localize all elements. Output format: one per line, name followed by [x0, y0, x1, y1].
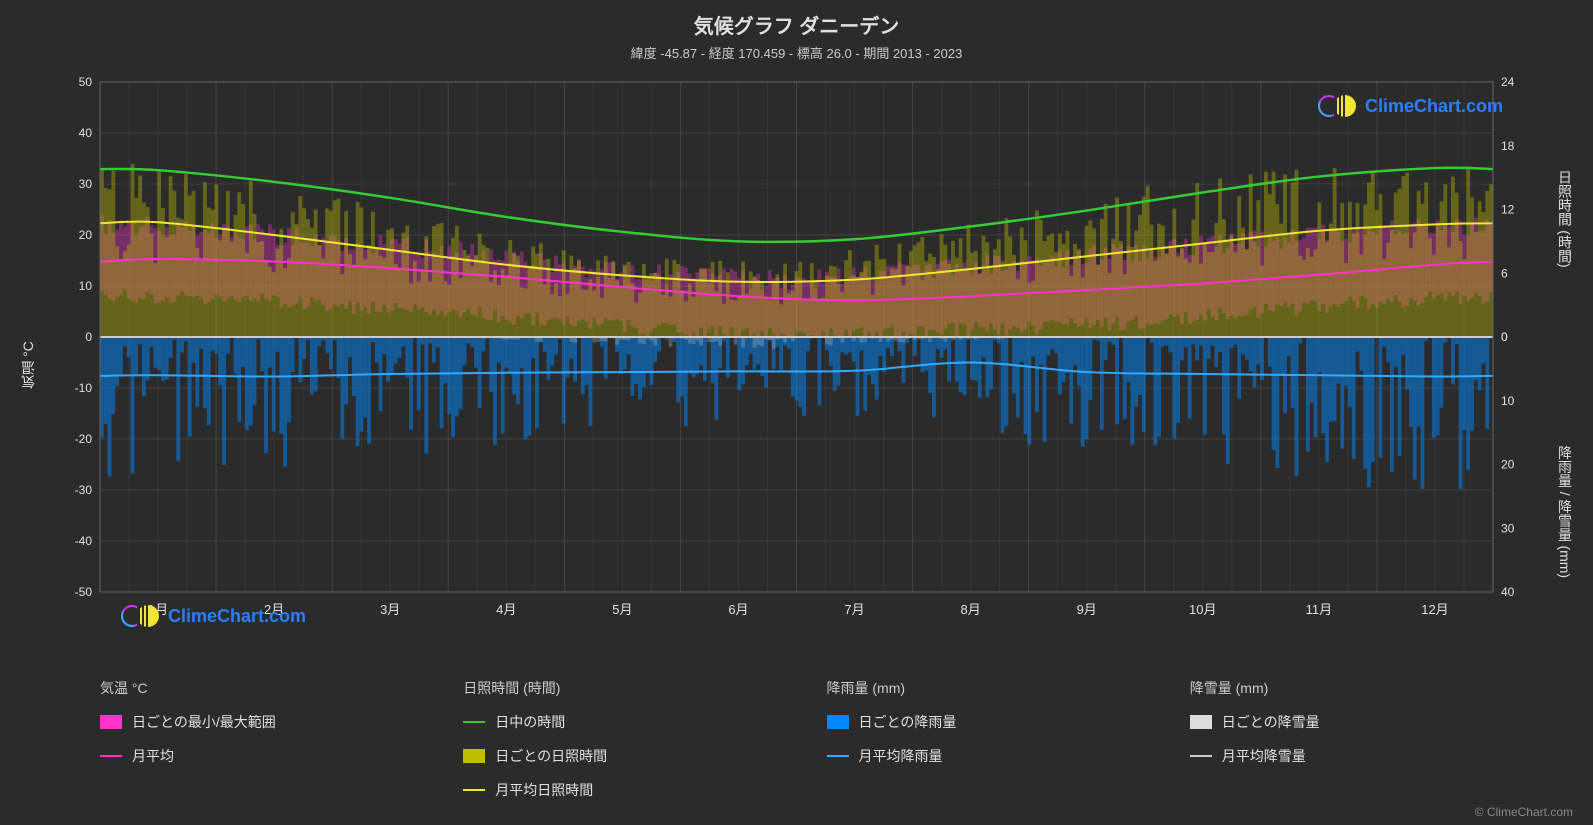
legend-item: 月平均降雪量	[1190, 746, 1493, 766]
svg-text:12月: 12月	[1421, 602, 1448, 617]
y-axis-label-left: 気温 °C	[18, 341, 38, 389]
legend-item: 日ごとの日照時間	[463, 746, 766, 766]
svg-text:3月: 3月	[380, 602, 400, 617]
legend-item: 日ごとの降雪量	[1190, 712, 1493, 732]
legend-label: 月平均日照時間	[495, 780, 593, 800]
legend-column: 降雨量 (mm) 日ごとの降雨量月平均降雨量	[827, 678, 1130, 814]
svg-text:40: 40	[79, 126, 93, 140]
legend-heading: 降雨量 (mm)	[827, 678, 1130, 698]
svg-text:40: 40	[1501, 585, 1515, 599]
svg-text:10月: 10月	[1189, 602, 1216, 617]
attribution-text: © ClimeChart.com	[1475, 805, 1573, 819]
svg-text:18: 18	[1501, 139, 1515, 153]
svg-text:20: 20	[79, 228, 93, 242]
svg-text:9月: 9月	[1077, 602, 1097, 617]
legend-item: 月平均降雨量	[827, 746, 1130, 766]
legend-item: 月平均	[100, 746, 403, 766]
legend-item: 日ごとの降雨量	[827, 712, 1130, 732]
logo-text: ClimeChart.com	[168, 606, 306, 627]
svg-text:-20: -20	[75, 432, 93, 446]
legend-label: 日ごとの日照時間	[495, 746, 607, 766]
svg-text:7月: 7月	[844, 602, 864, 617]
legend-line-icon	[1190, 755, 1212, 757]
legend-label: 日ごとの最小/最大範囲	[132, 712, 276, 732]
legend-line-icon	[827, 755, 849, 757]
chart-title: 気候グラフ ダニーデン	[0, 0, 1593, 39]
svg-text:5月: 5月	[612, 602, 632, 617]
legend-line-icon	[463, 721, 485, 723]
svg-text:-10: -10	[75, 381, 93, 395]
legend-line-icon	[463, 789, 485, 791]
y-axis-label-right-top: 日照時間 (時間)	[1555, 170, 1575, 267]
legend: 気温 °C 日ごとの最小/最大範囲月平均 日照時間 (時間) 日中の時間日ごとの日照時…	[100, 678, 1493, 814]
climate-chart: -50-40-30-20-100102030405006121824010203…	[60, 72, 1533, 658]
svg-text:12: 12	[1501, 203, 1515, 217]
svg-text:0: 0	[1501, 330, 1508, 344]
svg-text:6月: 6月	[728, 602, 748, 617]
svg-text:20: 20	[1501, 458, 1515, 472]
svg-text:6: 6	[1501, 266, 1508, 280]
svg-text:11月: 11月	[1306, 602, 1333, 617]
svg-text:-50: -50	[75, 585, 93, 599]
legend-column: 日照時間 (時間) 日中の時間日ごとの日照時間月平均日照時間	[463, 678, 766, 814]
legend-swatch-icon	[463, 749, 485, 763]
svg-text:30: 30	[1501, 521, 1515, 535]
legend-label: 月平均降雪量	[1222, 746, 1306, 766]
y-axis-label-right-bottom: 降雨量 / 降雪量 (mm)	[1555, 445, 1575, 577]
chart-container: 気温 °C 日照時間 (時間) 降雨量 / 降雪量 (mm) -50-40-30…	[60, 72, 1533, 658]
legend-item: 日ごとの最小/最大範囲	[100, 712, 403, 732]
logo-bottom-left: ClimeChart.com	[120, 602, 306, 630]
legend-item: 日中の時間	[463, 712, 766, 732]
legend-swatch-icon	[100, 715, 122, 729]
svg-text:30: 30	[79, 177, 93, 191]
legend-swatch-icon	[1190, 715, 1212, 729]
legend-heading: 日照時間 (時間)	[463, 678, 766, 698]
svg-text:24: 24	[1501, 75, 1515, 89]
legend-column: 気温 °C 日ごとの最小/最大範囲月平均	[100, 678, 403, 814]
legend-line-icon	[100, 755, 122, 757]
svg-text:10: 10	[1501, 394, 1515, 408]
svg-text:4月: 4月	[496, 602, 516, 617]
legend-column: 降雪量 (mm) 日ごとの降雪量月平均降雪量	[1190, 678, 1493, 814]
legend-label: 月平均降雨量	[859, 746, 943, 766]
legend-label: 日中の時間	[495, 712, 565, 732]
legend-label: 日ごとの降雨量	[859, 712, 957, 732]
svg-text:-40: -40	[75, 534, 93, 548]
svg-text:10: 10	[79, 279, 93, 293]
logo-top-right: ClimeChart.com	[1317, 92, 1503, 120]
legend-label: 月平均	[132, 746, 174, 766]
legend-swatch-icon	[827, 715, 849, 729]
chart-subtitle: 緯度 -45.87 - 経度 170.459 - 標高 26.0 - 期間 20…	[0, 39, 1593, 62]
logo-text: ClimeChart.com	[1365, 96, 1503, 117]
svg-text:8月: 8月	[961, 602, 981, 617]
legend-heading: 降雪量 (mm)	[1190, 678, 1493, 698]
legend-item: 月平均日照時間	[463, 780, 766, 800]
svg-text:-30: -30	[75, 483, 93, 497]
svg-text:0: 0	[85, 330, 92, 344]
legend-heading: 気温 °C	[100, 678, 403, 698]
svg-text:50: 50	[79, 75, 93, 89]
legend-label: 日ごとの降雪量	[1222, 712, 1320, 732]
